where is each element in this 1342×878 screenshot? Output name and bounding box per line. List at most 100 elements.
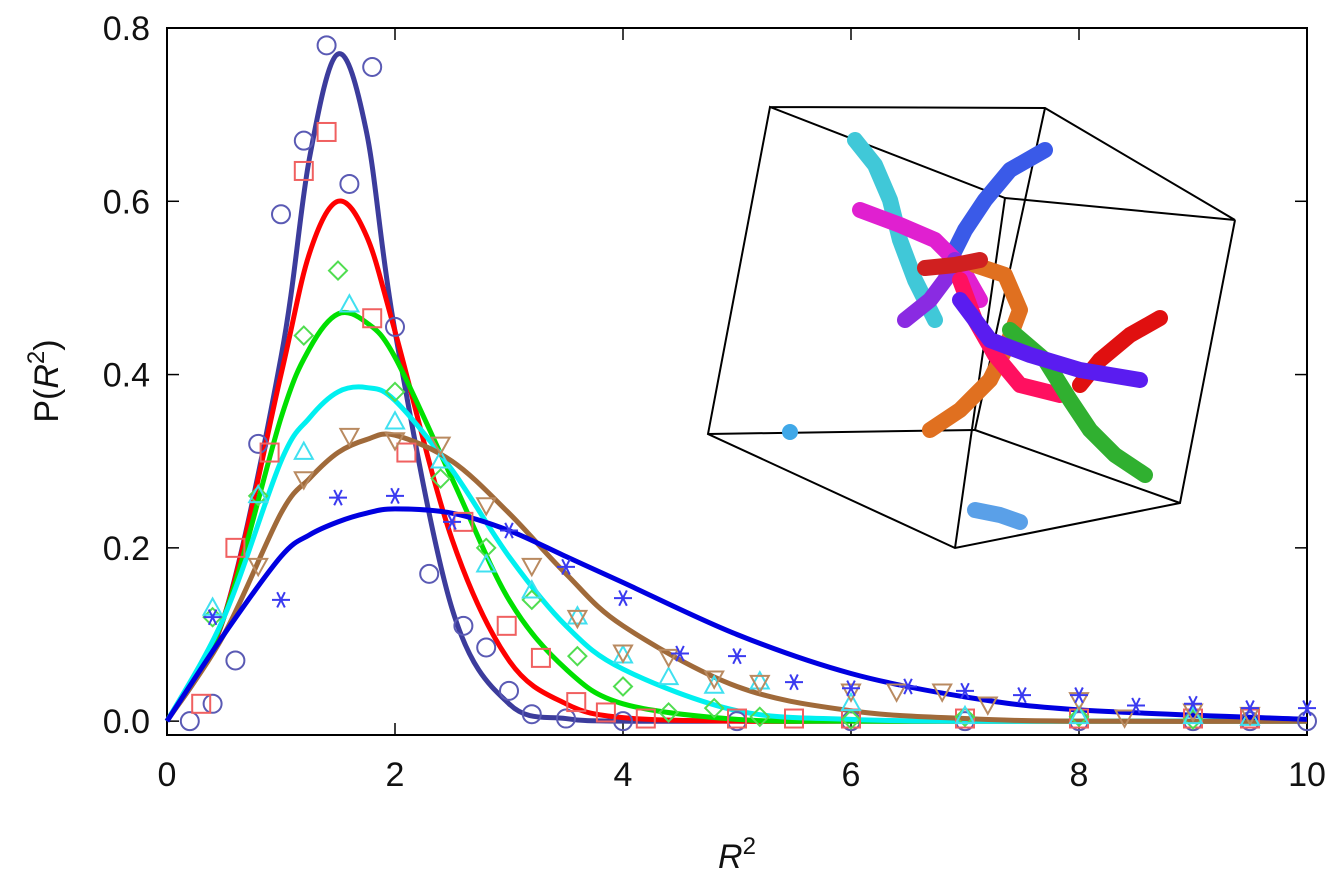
data-point (1182, 704, 1204, 725)
data-point (1113, 709, 1136, 729)
data-point (840, 708, 862, 730)
x-tick-label: 6 (842, 756, 861, 794)
data-point (384, 381, 406, 403)
data-point (247, 485, 269, 507)
data-point (749, 670, 771, 690)
data-point (612, 644, 634, 664)
data-point (293, 130, 314, 151)
data-point (362, 308, 383, 329)
data-point (842, 680, 860, 697)
data-point (430, 468, 452, 489)
data-point (635, 708, 656, 729)
data-point (429, 436, 452, 456)
data-point (657, 648, 680, 669)
x-tick-label: 10 (1288, 756, 1326, 794)
data-point (316, 35, 337, 56)
data-point (556, 708, 576, 729)
data-point (385, 316, 405, 337)
data-point (1184, 695, 1202, 712)
data-point (429, 449, 452, 469)
data-point (327, 260, 349, 282)
data-point (521, 704, 542, 725)
data-point (203, 609, 222, 626)
data-point (475, 497, 497, 517)
data-point (293, 160, 314, 181)
data-point (899, 678, 917, 695)
data-point (419, 563, 440, 584)
x-tick-label: 0 (158, 756, 177, 794)
data-point (202, 693, 223, 714)
data-point (1297, 711, 1317, 732)
data-point (362, 56, 383, 77)
x-tick-label: 4 (614, 756, 633, 794)
data-point (671, 645, 689, 662)
data-point (954, 704, 976, 725)
data-point (703, 674, 725, 694)
data-point (566, 645, 588, 667)
data-point (396, 442, 417, 463)
data-point (293, 325, 315, 346)
data-point (386, 487, 404, 504)
data-point (329, 489, 347, 506)
data-point (293, 471, 315, 491)
fit-line (164, 431, 1308, 724)
data-point (384, 410, 406, 430)
data-point (784, 708, 804, 729)
data-point (1068, 706, 1090, 728)
data-point (612, 676, 634, 697)
data-point (1127, 697, 1145, 714)
data-point (453, 615, 474, 636)
data-point (955, 708, 975, 729)
x-axis-label: R2 (718, 833, 756, 876)
data-point (443, 513, 461, 530)
data-point (566, 609, 589, 630)
data-point (338, 293, 361, 313)
data-point (338, 427, 361, 448)
data-point (1013, 687, 1031, 704)
data-point (557, 558, 575, 576)
data-point (566, 605, 589, 625)
data-point (1068, 704, 1090, 725)
y-tick-label: 0.4 (103, 357, 150, 395)
data-point (749, 706, 771, 728)
data-point (728, 648, 746, 665)
x-tick-label: 2 (386, 756, 405, 794)
data-point (293, 440, 315, 460)
fit-line (164, 384, 1307, 724)
data-point (566, 692, 587, 713)
data-point (225, 650, 246, 671)
data-point (521, 579, 543, 599)
data-point (259, 442, 280, 463)
data-point (179, 711, 200, 732)
plot-frame (166, 27, 1308, 736)
y-tick-label: 0.8 (103, 10, 150, 48)
data-point (1070, 687, 1088, 704)
data-point (595, 702, 616, 723)
y-tick-label: 0.6 (103, 183, 150, 221)
data-point (703, 697, 725, 719)
data-point (885, 683, 908, 703)
data-point (840, 683, 862, 703)
fit-line (164, 51, 1307, 724)
data-point (521, 557, 543, 578)
data-point (840, 691, 862, 712)
data-point (1241, 700, 1259, 717)
data-point (271, 204, 291, 225)
data-point (191, 693, 212, 714)
data-point (500, 522, 518, 539)
data-point (201, 596, 224, 616)
data-point (1298, 700, 1316, 717)
data-point (727, 708, 747, 729)
data-point (475, 553, 497, 573)
data-point (530, 647, 551, 668)
data-point (749, 674, 771, 695)
x-tick-label: 8 (1070, 756, 1089, 794)
data-point (499, 680, 519, 701)
fit-line (164, 506, 1308, 723)
data-point (614, 590, 632, 607)
data-point (703, 670, 725, 690)
data-point (496, 615, 517, 636)
data-point (247, 557, 269, 578)
data-point (476, 637, 497, 658)
